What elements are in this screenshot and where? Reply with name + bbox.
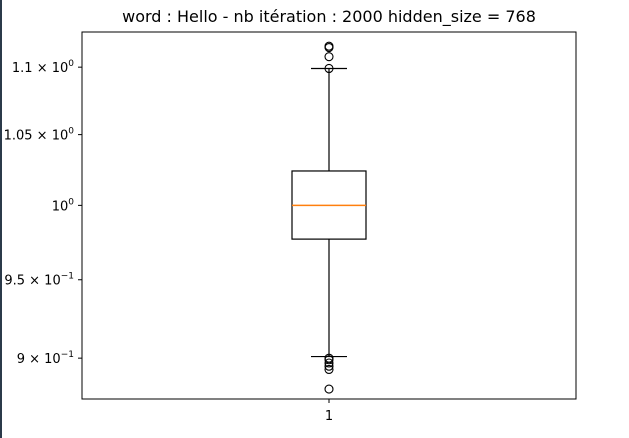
y-tick-label: 9 × 10−1 bbox=[17, 350, 74, 367]
x-tick-label: 1 bbox=[325, 409, 333, 424]
outlier-point bbox=[324, 364, 334, 375]
y-tick-label: 1.05 × 100 bbox=[4, 127, 75, 144]
outlier-point bbox=[324, 384, 334, 394]
y-axis: 1.1 × 100 1.05 × 100 100 9.5 × 10−1 9 × 10−1 bbox=[4, 59, 82, 367]
x-axis: 1 bbox=[325, 399, 333, 424]
outlier-point bbox=[324, 52, 334, 62]
outlier-point bbox=[324, 358, 334, 368]
outlier-point bbox=[324, 63, 334, 74]
chart-title: word : Hello - nb itération : 2000 hidde… bbox=[122, 7, 536, 27]
y-tick-label: 9.5 × 10−1 bbox=[4, 272, 74, 289]
window-edge bbox=[0, 0, 2, 438]
box-group bbox=[291, 41, 367, 394]
outlier-point bbox=[324, 361, 334, 371]
y-tick-label: 1.1 × 100 bbox=[12, 59, 74, 76]
y-tick-label: 100 bbox=[52, 197, 75, 214]
outlier-point bbox=[324, 42, 334, 53]
outlier-point bbox=[324, 355, 334, 365]
